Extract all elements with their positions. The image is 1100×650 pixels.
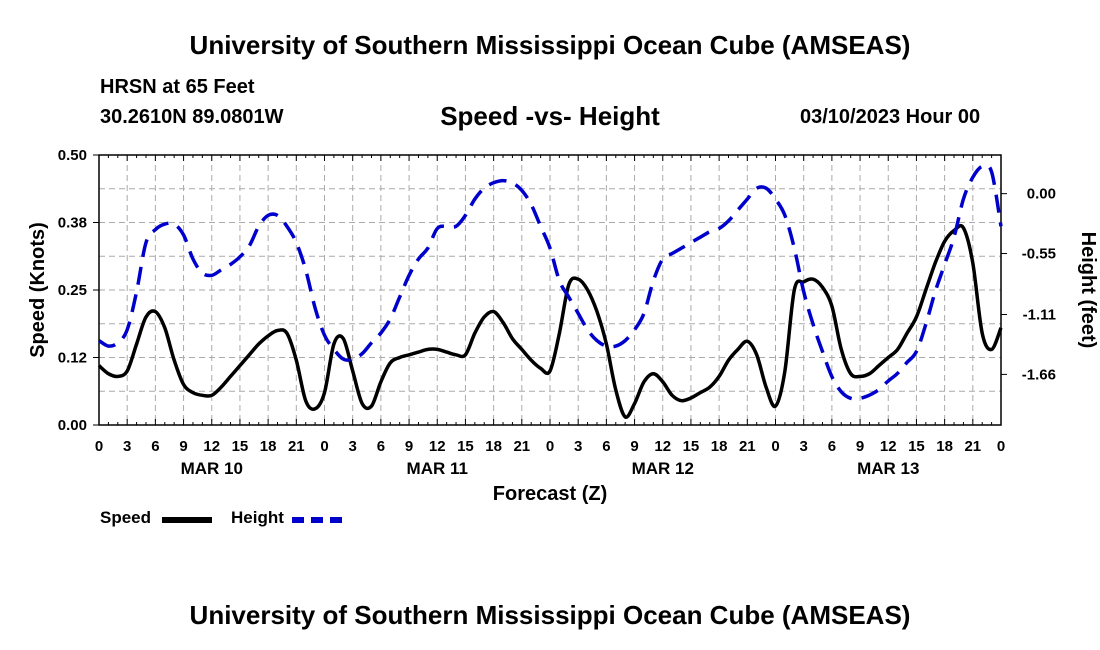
x-tick-label: 21 <box>739 438 756 455</box>
x-tick-label: 0 <box>997 438 1005 455</box>
x-tick-label: 15 <box>457 438 474 455</box>
legend-height-label: Height <box>231 508 284 527</box>
legend-speed-label: Speed <box>100 508 152 527</box>
x-tick-label: 21 <box>513 438 530 455</box>
x-tick-label: 0 <box>771 438 779 455</box>
x-tick-label: 3 <box>123 438 131 455</box>
chart-title: University of Southern Mississippi Ocean… <box>189 30 911 60</box>
x-tick-label: 9 <box>179 438 187 455</box>
y-tick-label: 0.12 <box>58 350 87 367</box>
x-tick-label: 9 <box>856 438 864 455</box>
legend-height-swatch <box>292 517 342 523</box>
chart-subtitle: Speed -vs- Height <box>440 101 660 131</box>
x-tick-label: 0 <box>95 438 103 455</box>
x-tick-label: 6 <box>602 438 610 455</box>
x-tick-label: 3 <box>574 438 582 455</box>
x-tick-label: 6 <box>151 438 159 455</box>
x-tick-label: 18 <box>711 438 728 455</box>
legend-speed-swatch <box>162 517 212 523</box>
x-tick-label: 0 <box>320 438 328 455</box>
x-tick-label: 3 <box>349 438 357 455</box>
x-tick-label: 6 <box>377 438 385 455</box>
footer-title: University of Southern Mississippi Ocean… <box>189 600 911 630</box>
x-tick-label: 3 <box>800 438 808 455</box>
date-label: MAR 13 <box>857 459 919 478</box>
date-label: MAR 11 <box>407 459 468 478</box>
x-axis-title: Forecast (Z) <box>493 483 607 505</box>
station-label: HRSN at 65 Feet <box>100 76 255 98</box>
x-tick-label: 15 <box>683 438 700 455</box>
y2-axis-title: Height (feet) <box>1077 232 1099 349</box>
x-tick-label: 12 <box>654 438 671 455</box>
x-tick-label: 12 <box>880 438 897 455</box>
grid-lines <box>99 155 1001 425</box>
y2-tick-label: -1.11 <box>1023 306 1056 323</box>
y2-tick-label: 0.00 <box>1027 186 1056 203</box>
x-tick-label: 6 <box>828 438 836 455</box>
station-coords: 30.2610N 89.0801W <box>100 106 284 128</box>
forecast-datetime: 03/10/2023 Hour 00 <box>800 106 981 128</box>
x-tick-label: 0 <box>546 438 554 455</box>
x-tick-label: 21 <box>964 438 981 455</box>
height-series-line <box>98 163 1003 401</box>
y-tick-label: 0.00 <box>58 417 87 434</box>
x-tick-label: 18 <box>260 438 277 455</box>
y2-tick-label: -1.66 <box>1022 366 1056 383</box>
axes <box>93 154 1007 426</box>
date-label: MAR 10 <box>181 459 243 478</box>
x-tick-label: 9 <box>405 438 413 455</box>
speed-series-line <box>97 223 1003 419</box>
x-tick-label: 18 <box>936 438 953 455</box>
x-tick-label: 12 <box>429 438 446 455</box>
y2-tick-label: -0.55 <box>1022 246 1056 263</box>
x-tick-label: 12 <box>203 438 220 455</box>
y-tick-label: 0.25 <box>58 282 87 299</box>
x-tick-label: 18 <box>485 438 502 455</box>
x-tick-label: 15 <box>908 438 925 455</box>
x-tick-label: 21 <box>288 438 305 455</box>
y-axis-title: Speed (Knots) <box>27 222 49 358</box>
x-tick-label: 9 <box>630 438 638 455</box>
y-tick-label: 0.38 <box>58 215 87 232</box>
x-tick-label: 15 <box>232 438 249 455</box>
axis-labels: 0 3 6 9 12 15 18 21 0 3 6 9 12 15 18 21 0 3 6 9 12 15 18 21 0 3 6 9… <box>58 147 1056 478</box>
plot-frame <box>98 154 1002 426</box>
series-lines <box>97 163 1003 419</box>
date-label: MAR 12 <box>632 459 694 478</box>
y-tick-label: 0.50 <box>58 147 87 164</box>
